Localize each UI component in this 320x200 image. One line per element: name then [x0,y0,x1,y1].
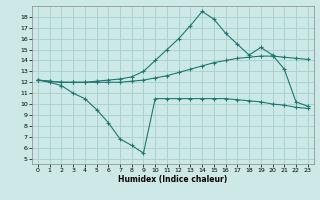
X-axis label: Humidex (Indice chaleur): Humidex (Indice chaleur) [118,175,228,184]
